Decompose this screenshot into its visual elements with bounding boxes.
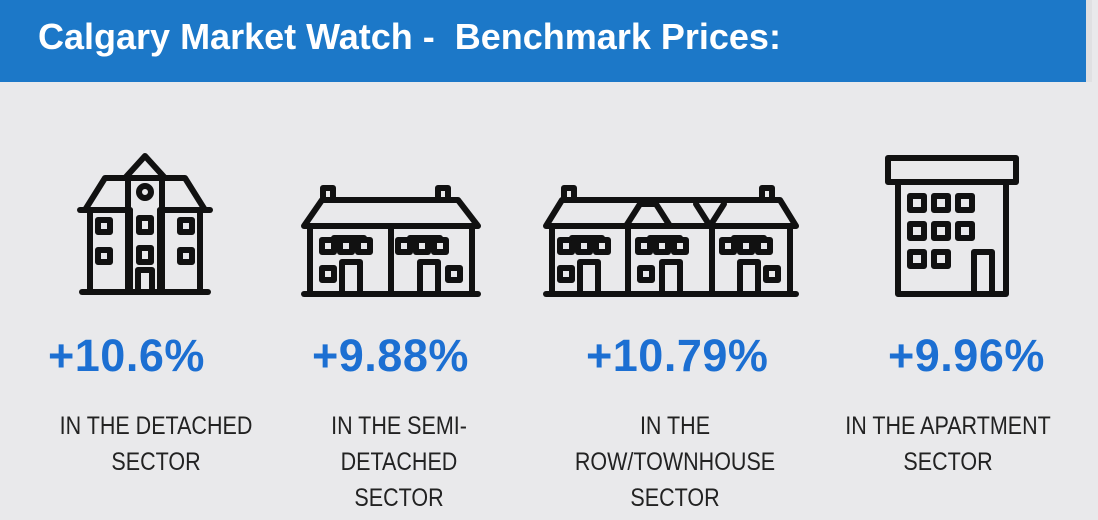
townhouse-icon	[540, 182, 802, 305]
semi-detached-sector-line1: IN THE SEMI-DETACHED	[331, 412, 467, 476]
detached-change-value: +10.6%	[48, 330, 205, 381]
header-banner: Calgary Market Watch - Benchmark Prices:	[0, 0, 1092, 82]
semi-detached-sector-line2: SECTOR	[354, 484, 444, 512]
townhouse-change-value: +10.79%	[586, 330, 769, 381]
semi-detached-sector-label: IN THE SEMI-DETACHED SECTOR	[279, 408, 520, 516]
apartment-sector-line1: IN THE APARTMENT	[845, 412, 1051, 440]
page-title: Calgary Market Watch - Benchmark Prices:	[38, 16, 781, 57]
apartment-change-value: +9.96%	[888, 330, 1045, 381]
townhouse-sector-line2: SECTOR	[630, 484, 720, 512]
apartment-building-icon	[884, 152, 1020, 305]
detached-sector-label: IN THE DETACHED SECTOR	[36, 408, 277, 480]
townhouse-sector-label: IN THE ROW/TOWNHOUSE SECTOR	[555, 408, 796, 516]
apartment-sector-line2: SECTOR	[903, 448, 993, 476]
detached-sector-line1: IN THE DETACHED	[59, 412, 253, 440]
semi-detached-change-value: +9.88%	[312, 330, 469, 381]
detached-house-icon	[70, 150, 220, 305]
detached-sector-line2: SECTOR	[111, 448, 201, 476]
apartment-sector-label: IN THE APARTMENT SECTOR	[828, 408, 1069, 480]
townhouse-sector-line1: IN THE ROW/TOWNHOUSE	[574, 412, 776, 476]
semi-detached-house-icon	[298, 182, 484, 305]
